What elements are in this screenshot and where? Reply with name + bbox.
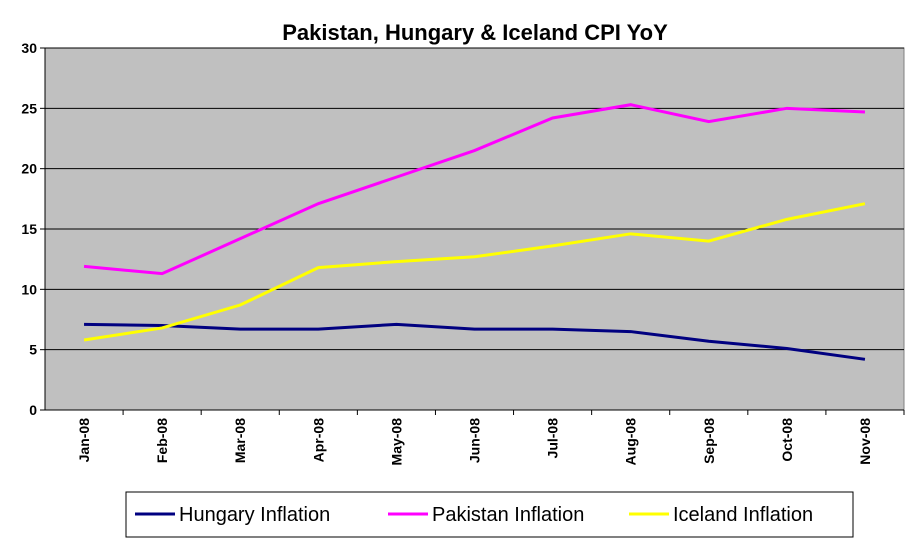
y-tick-label: 25 — [21, 100, 37, 116]
y-tick-label: 5 — [29, 342, 37, 358]
x-tick-label: Oct-08 — [779, 418, 795, 462]
legend — [125, 491, 854, 538]
x-tick-label: Feb-08 — [154, 418, 170, 463]
line-series — [83, 202, 866, 342]
y-tick-label: 15 — [21, 221, 37, 237]
line-series — [84, 322, 866, 361]
chart-title: Pakistan, Hungary & Iceland CPI YoY — [282, 20, 668, 45]
legend-label: Iceland Inflation — [673, 504, 813, 526]
legend-label: Hungary Inflation — [179, 504, 330, 526]
x-tick-label: Jan-08 — [76, 418, 92, 463]
x-tick-label: Mar-08 — [232, 418, 248, 463]
y-tick-label: 20 — [21, 161, 37, 177]
y-tick-label: 30 — [21, 40, 37, 56]
x-tick-label: Apr-08 — [310, 418, 326, 463]
x-tick-label: Nov-08 — [857, 418, 873, 465]
x-tick-label: May-08 — [388, 418, 404, 466]
x-tick-label: Aug-08 — [623, 418, 639, 466]
legend-label: Pakistan Inflation — [432, 504, 584, 526]
x-tick-label: Jul-08 — [545, 418, 561, 459]
y-tick-label: 10 — [21, 281, 37, 297]
line-series — [83, 103, 866, 276]
x-tick-label: Jun-08 — [467, 418, 483, 463]
x-tick-label: Sep-08 — [701, 418, 717, 464]
y-tick-label: 0 — [29, 402, 37, 418]
